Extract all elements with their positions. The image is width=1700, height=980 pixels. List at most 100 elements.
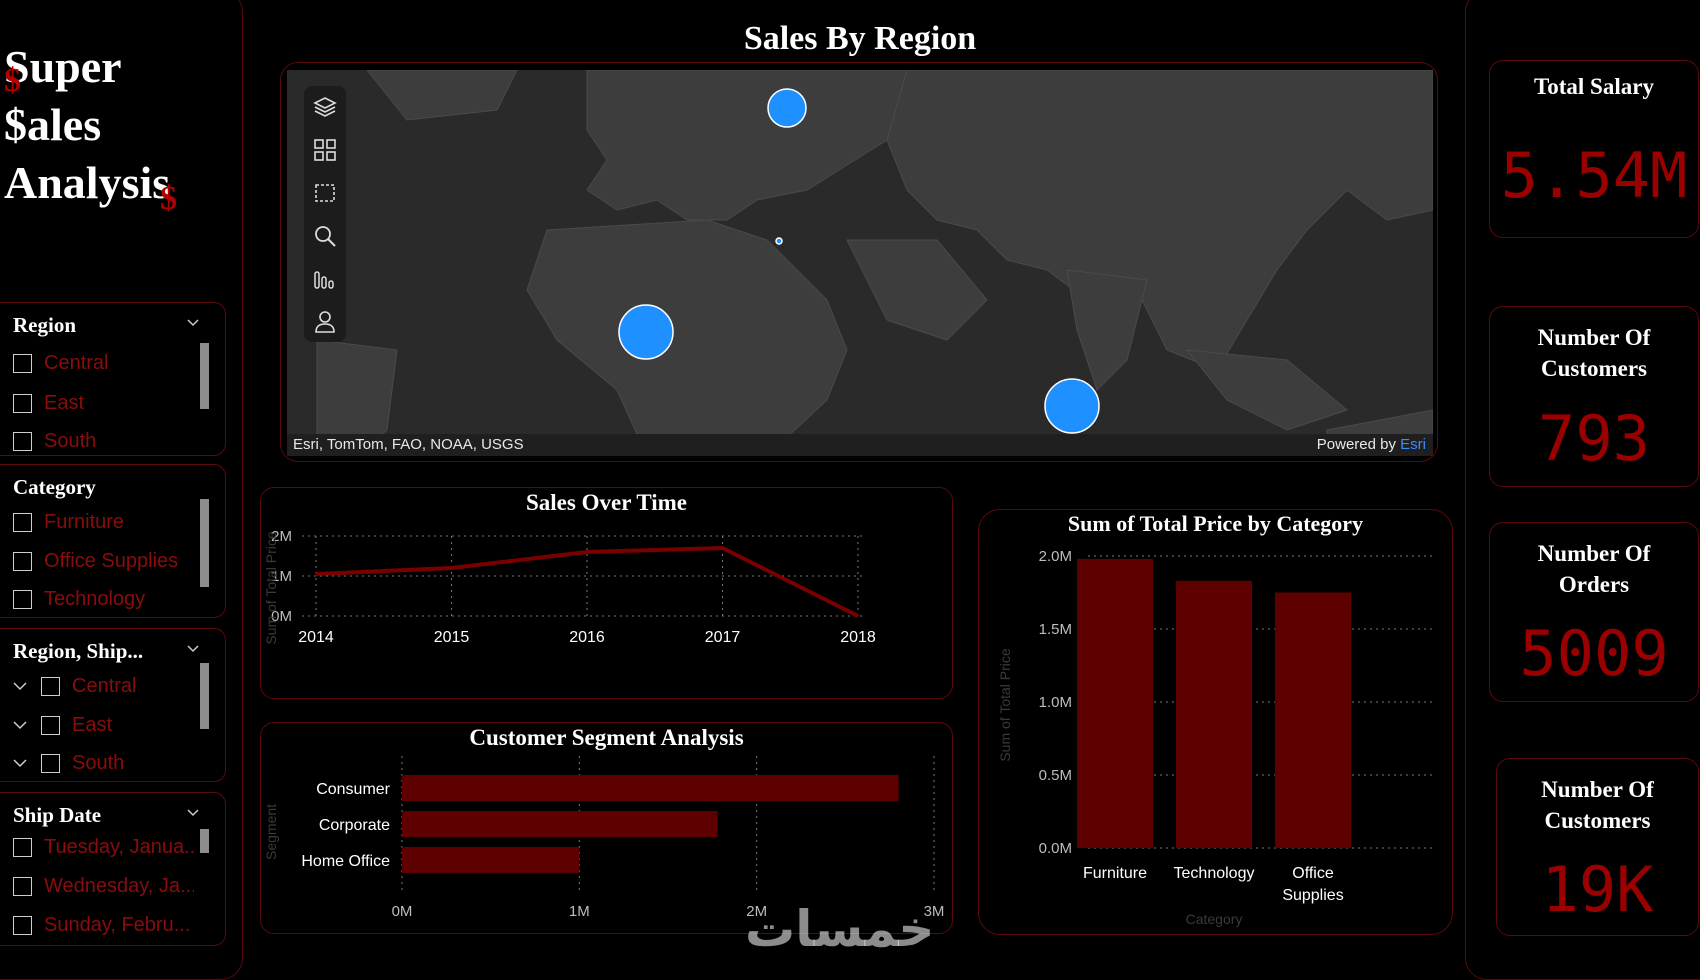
bar-legend-icon[interactable] bbox=[312, 266, 338, 292]
checkbox[interactable] bbox=[13, 431, 32, 451]
expand-chevron-icon[interactable] bbox=[13, 718, 27, 732]
slicer-option[interactable]: Sunday, Febru... bbox=[13, 913, 190, 937]
qr-grid-icon[interactable] bbox=[312, 137, 338, 163]
esri-link[interactable]: Esri bbox=[1400, 436, 1426, 453]
sales-over-time-chart[interactable]: 0M 1M 2M 2014 2015 2016 2017 2018 Sum of Total P… bbox=[262, 520, 950, 696]
kpi-title: Orders bbox=[1558, 572, 1630, 597]
slicer-category[interactable]: Category Furniture Office Supplies Techn… bbox=[0, 464, 226, 618]
region-bubble[interactable] bbox=[1044, 378, 1100, 434]
x-tick-label: 2016 bbox=[569, 629, 605, 646]
kpi-title: Total Salary bbox=[1534, 74, 1654, 99]
checkbox[interactable] bbox=[13, 353, 32, 373]
kpi-title: Customers bbox=[1544, 808, 1651, 833]
segment-chart[interactable]: 0M 1M 2M 3M Consumer Corporate Home Office Segm… bbox=[262, 756, 950, 932]
bar bbox=[402, 775, 899, 801]
slicer-option[interactable]: South bbox=[13, 429, 96, 453]
slicer-option[interactable]: Furniture bbox=[13, 510, 124, 534]
checkbox[interactable] bbox=[41, 676, 60, 696]
region-bubble[interactable] bbox=[618, 304, 674, 360]
scrollbar[interactable] bbox=[200, 829, 209, 853]
slicer-option[interactable]: South bbox=[13, 751, 124, 775]
y-tick-label: 2.0M bbox=[1039, 548, 1072, 565]
category-chart[interactable]: 0.0M 0.5M 1.0M 1.5M 2.0M Furniture Technology O… bbox=[980, 540, 1450, 932]
y-axis-label: Sum of Total Price bbox=[263, 531, 279, 645]
select-rect-icon[interactable] bbox=[312, 180, 338, 206]
slicer-option[interactable]: East bbox=[13, 713, 112, 737]
seasia-landmass bbox=[1185, 349, 1349, 431]
slicer-option[interactable]: Office Supplies bbox=[13, 549, 178, 573]
watermark: خمسات bbox=[745, 900, 935, 958]
x-tick-label: 2018 bbox=[840, 629, 876, 646]
kpi-card-orders: Number Of Orders 5009 bbox=[1489, 522, 1699, 702]
checkbox[interactable] bbox=[13, 915, 32, 935]
checkbox[interactable] bbox=[41, 715, 60, 735]
india-landmass bbox=[1066, 269, 1148, 391]
slicer-option[interactable]: Technology bbox=[13, 587, 145, 611]
checkbox[interactable] bbox=[13, 589, 32, 609]
y-tick-label: 0M bbox=[271, 608, 292, 625]
bar bbox=[1176, 580, 1252, 848]
title-line-1: Super bbox=[4, 41, 122, 92]
y-tick-label: 1.5M bbox=[1039, 621, 1072, 638]
map-toolbar bbox=[304, 86, 346, 342]
y-tick-label: 2M bbox=[271, 528, 292, 545]
chevron-down-icon[interactable] bbox=[187, 643, 199, 655]
kpi-card-customers-2: Number Of Customers 19K bbox=[1496, 758, 1699, 936]
slicer-option[interactable]: Tuesday, Janua... bbox=[13, 835, 194, 859]
dollar-decoration-1: $ bbox=[4, 62, 21, 99]
chevron-down-icon[interactable] bbox=[187, 317, 199, 329]
kpi-value: 793 bbox=[1538, 402, 1650, 475]
y-tick-label: 1M bbox=[271, 568, 292, 585]
title-line-3: Analysis bbox=[4, 157, 171, 208]
checkbox[interactable] bbox=[41, 753, 60, 773]
checkbox[interactable] bbox=[13, 876, 32, 896]
slicer-option[interactable]: East bbox=[13, 391, 84, 415]
checkbox[interactable] bbox=[13, 393, 32, 413]
map-attribution: Esri, TomTom, FAO, NOAA, USGS bbox=[293, 436, 524, 453]
bar bbox=[402, 847, 580, 873]
scrollbar[interactable] bbox=[200, 343, 209, 409]
search-icon[interactable] bbox=[312, 223, 338, 249]
y-axis-label: Sum of Total Price bbox=[997, 648, 1013, 762]
scrollbar[interactable] bbox=[200, 499, 209, 587]
x-tick-label: 2017 bbox=[705, 629, 741, 646]
person-icon[interactable] bbox=[312, 309, 338, 335]
chevron-down-icon[interactable] bbox=[187, 807, 199, 819]
slicer-region[interactable]: Region Central East South bbox=[0, 302, 226, 456]
map-title: Sales By Region bbox=[743, 20, 977, 57]
x-tick-label: 0M bbox=[392, 903, 413, 920]
slicer-option[interactable]: Central bbox=[13, 351, 108, 375]
greenland-landmass bbox=[366, 70, 518, 121]
x-tick-label: Office bbox=[1292, 865, 1334, 882]
expand-chevron-icon[interactable] bbox=[13, 756, 27, 770]
checkbox[interactable] bbox=[13, 512, 32, 532]
region-bubble[interactable] bbox=[767, 88, 807, 128]
x-tick-label: 2015 bbox=[434, 629, 470, 646]
slicer-region-title: Region bbox=[13, 313, 76, 337]
kpi-value: 5.54M bbox=[1500, 139, 1688, 212]
region-bubble[interactable] bbox=[775, 237, 783, 245]
x-tick-label: Technology bbox=[1174, 865, 1255, 882]
kpi-card-customers: Number Of Customers 793 bbox=[1489, 306, 1699, 487]
category-label: Home Office bbox=[301, 853, 390, 870]
bar bbox=[402, 811, 718, 837]
sales-over-time-title: Sales Over Time bbox=[526, 490, 687, 515]
category-label: Corporate bbox=[319, 817, 390, 834]
map-powered-by: Powered by Esri bbox=[1317, 436, 1426, 453]
powered-by-text: Powered by bbox=[1316, 436, 1396, 453]
slicer-region-ship[interactable]: Region, Ship... Central East South bbox=[0, 628, 226, 782]
scrollbar[interactable] bbox=[200, 663, 209, 729]
slicer-option[interactable]: Wednesday, Ja... bbox=[13, 874, 194, 898]
slicer-ship-date[interactable]: Ship Date Tuesday, Janua... Wednesday, J… bbox=[0, 792, 226, 946]
layers-icon[interactable] bbox=[312, 94, 338, 120]
checkbox[interactable] bbox=[13, 551, 32, 571]
expand-chevron-icon[interactable] bbox=[13, 679, 27, 693]
map-canvas[interactable] bbox=[287, 70, 1433, 456]
x-tick-label: Supplies bbox=[1282, 887, 1343, 904]
x-tick-label: 2M bbox=[746, 903, 767, 920]
x-tick-label: 3M bbox=[924, 903, 945, 920]
slicer-option[interactable]: Central bbox=[13, 674, 136, 698]
x-tick-label: Furniture bbox=[1083, 865, 1147, 882]
checkbox[interactable] bbox=[13, 837, 32, 857]
slicer-category-title: Category bbox=[13, 475, 96, 499]
